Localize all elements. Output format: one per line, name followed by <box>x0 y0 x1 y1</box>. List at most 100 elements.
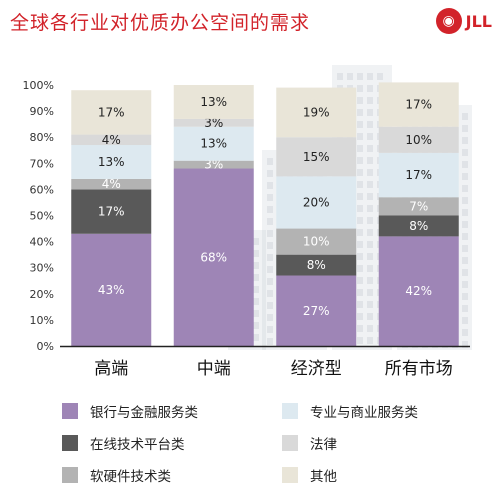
building-window <box>357 193 363 200</box>
bar-segment <box>276 275 357 346</box>
building-window <box>462 125 468 132</box>
building-window <box>462 245 468 252</box>
legend-swatch <box>282 435 298 451</box>
data-label: 13% <box>200 95 227 109</box>
data-label: 17% <box>405 98 432 112</box>
bars: 43% 17% 4% 13% 4% 17% 68% 3% 13% 3% 13% 27% 8% 10% 20%… <box>71 82 459 346</box>
bar-segment <box>276 137 357 177</box>
building-window <box>253 298 259 305</box>
building-window <box>357 145 363 152</box>
building-window <box>253 274 259 281</box>
building-window <box>357 265 363 272</box>
legend-item: 在线技术平台类 <box>62 433 185 453</box>
x-axis: 高端 中端 经济型 所有市场 <box>60 345 470 379</box>
bar-segment <box>378 197 459 216</box>
building-window <box>267 254 273 261</box>
building-window <box>267 242 273 249</box>
building-window <box>462 161 468 168</box>
building-window <box>357 133 363 140</box>
chart-title: 全球各行业对优质办公空间的需求 <box>10 12 311 34</box>
building-window <box>253 310 259 317</box>
y-tick-label: 40% <box>30 236 54 249</box>
building-window <box>253 238 259 245</box>
building-window <box>357 241 363 248</box>
y-tick-label: 0% <box>37 340 54 353</box>
building-window <box>367 157 373 164</box>
data-label: 10% <box>303 235 330 249</box>
building-window <box>462 209 468 216</box>
bar-segment <box>378 236 459 346</box>
bar-segment <box>276 176 357 229</box>
building-window <box>357 217 363 224</box>
bar-segment <box>173 126 254 161</box>
legend-swatch <box>282 403 298 419</box>
building-window <box>462 185 468 192</box>
data-label: 13% <box>200 137 227 151</box>
data-label: 17% <box>405 168 432 182</box>
data-label: 3% <box>204 116 223 130</box>
building-window <box>357 73 363 80</box>
building-window <box>462 329 468 336</box>
bar-segment <box>276 254 357 276</box>
building-window <box>367 241 373 248</box>
building-window <box>267 230 273 237</box>
building-window <box>462 137 468 144</box>
x-tick-label: 高端 <box>94 359 128 379</box>
data-label: 7% <box>409 199 428 213</box>
bar-segment <box>173 168 254 346</box>
building-window <box>357 181 363 188</box>
legend-label: 银行与金融服务类 <box>90 405 198 421</box>
building-window <box>357 121 363 128</box>
bar-segment <box>378 152 459 198</box>
building-window <box>462 197 468 204</box>
building-window <box>267 338 273 345</box>
y-axis: 0% 10% 20% 30% 40% 50% 60% 70% 80% 90% 100% <box>23 79 54 353</box>
bar-segment <box>173 85 254 119</box>
x-tick-label: 经济型 <box>291 359 342 379</box>
building-window <box>367 277 373 284</box>
building-window <box>462 341 468 348</box>
building-window <box>267 194 273 201</box>
building-window <box>367 253 373 260</box>
legend-swatch <box>282 467 298 483</box>
building-window <box>253 262 259 269</box>
building-window <box>462 257 468 264</box>
bar-segment <box>71 134 152 146</box>
building-window <box>357 169 363 176</box>
data-label: 17% <box>98 105 125 119</box>
data-label: 68% <box>200 250 227 264</box>
building-window <box>367 73 373 80</box>
building-window <box>267 182 273 189</box>
building-window <box>267 314 273 321</box>
building-window <box>367 85 373 92</box>
building-window <box>367 133 373 140</box>
y-tick-label: 100% <box>23 79 54 92</box>
jll-logo-mark-icon: ◉ <box>435 8 462 34</box>
jll-logo-text: JLL <box>465 11 492 31</box>
bar-segment <box>71 189 152 234</box>
building-window <box>357 325 363 332</box>
stacked-bar-chart: 0% 10% 20% 30% 40% 50% 60% 70% 80% 90% 100% 43% 17%… <box>23 65 472 379</box>
building-window <box>367 109 373 116</box>
building-window <box>367 169 373 176</box>
building-window <box>367 121 373 128</box>
jll-logo: ◉ JLL <box>435 8 492 34</box>
building-window <box>357 85 363 92</box>
building-window <box>347 73 353 80</box>
data-label: 10% <box>405 133 432 147</box>
building-window <box>367 97 373 104</box>
bar-segment <box>71 90 152 135</box>
building-window <box>253 250 259 257</box>
bar-segment <box>71 145 152 179</box>
legend-label: 其他 <box>310 469 337 485</box>
legend-item: 法律 <box>282 433 337 453</box>
legend-item: 专业与商业服务类 <box>282 401 418 421</box>
legend-label: 软硬件技术类 <box>90 469 171 485</box>
legend-swatch <box>62 435 78 451</box>
building-window <box>462 113 468 120</box>
building-window <box>253 334 259 341</box>
building-window <box>367 265 373 272</box>
bar-segment <box>71 233 152 346</box>
building-window <box>367 181 373 188</box>
building-window <box>357 277 363 284</box>
